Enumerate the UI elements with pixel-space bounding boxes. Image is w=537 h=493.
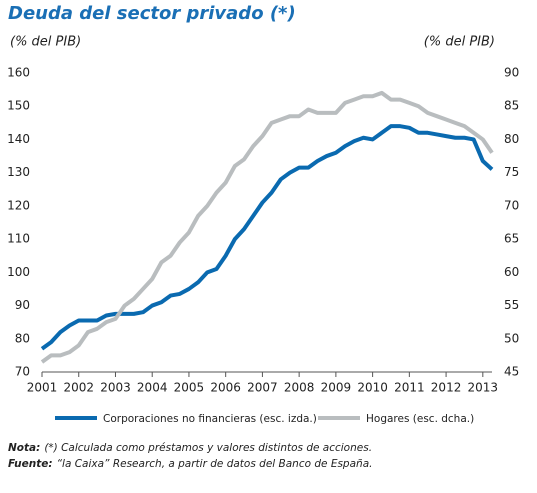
x-tick-label: 2007: [247, 381, 278, 395]
y-tick-label: 160: [7, 66, 30, 80]
x-tick-label: 2003: [100, 381, 131, 395]
y-tick-label: 110: [7, 232, 30, 246]
y-tick-label: 140: [7, 132, 30, 146]
chart-title: Deuda del sector privado (*): [8, 3, 296, 24]
x-tick-label: 2009: [321, 381, 352, 395]
note-label: Fuente:: [8, 458, 53, 470]
y2-tick-label: 45: [504, 365, 519, 379]
x-tick-label: 2012: [431, 381, 462, 395]
x-tick-label: 2010: [357, 381, 388, 395]
x-tick-label: 2002: [63, 381, 94, 395]
series-line: [40, 90, 494, 364]
y-tick-label: 150: [7, 99, 30, 113]
series-line: [40, 124, 494, 351]
x-tick-label: 2011: [394, 381, 425, 395]
x-tick-label: 2008: [284, 381, 315, 395]
y-tick-label: 120: [7, 198, 30, 212]
y2-tick-label: 85: [504, 99, 519, 113]
note-label: Nota:: [8, 442, 40, 454]
y-tick-label: 70: [15, 365, 30, 379]
y-tick-label: 80: [15, 331, 30, 345]
note-text: “la Caixa” Research, a partir de datos d…: [57, 458, 373, 470]
y2-axis-label: (% del PIB): [424, 35, 495, 50]
legend-label: Hogares (esc. dcha.): [366, 413, 474, 425]
y2-tick-label: 50: [504, 331, 519, 345]
x-tick-label: 2013: [468, 381, 499, 395]
y-tick-label: 90: [15, 298, 30, 312]
x-tick-label: 2005: [174, 381, 205, 395]
y2-tick-label: 70: [504, 198, 519, 212]
y2-tick-label: 55: [504, 298, 519, 312]
y2-tick-label: 60: [504, 265, 519, 279]
y-tick-label: 100: [7, 265, 30, 279]
x-tick-label: 2001: [27, 381, 58, 395]
y2-tick-label: 75: [504, 165, 519, 179]
y2-tick-label: 65: [504, 232, 519, 246]
x-tick-label: 2006: [210, 381, 241, 395]
legend-label: Corporaciones no financieras (esc. izda.…: [103, 413, 317, 425]
y-axis-label: (% del PIB): [10, 35, 81, 50]
note: Nota: (*) Calculada como préstamos y valo…: [8, 442, 372, 454]
note: Fuente: “la Caixa” Research, a partir de …: [8, 458, 372, 470]
x-tick-label: 2004: [137, 381, 168, 395]
y-tick-label: 130: [7, 165, 30, 179]
y2-tick-label: 80: [504, 132, 519, 146]
y2-tick-label: 90: [504, 66, 519, 80]
note-text: (*) Calculada como préstamos y valores d…: [44, 442, 372, 454]
